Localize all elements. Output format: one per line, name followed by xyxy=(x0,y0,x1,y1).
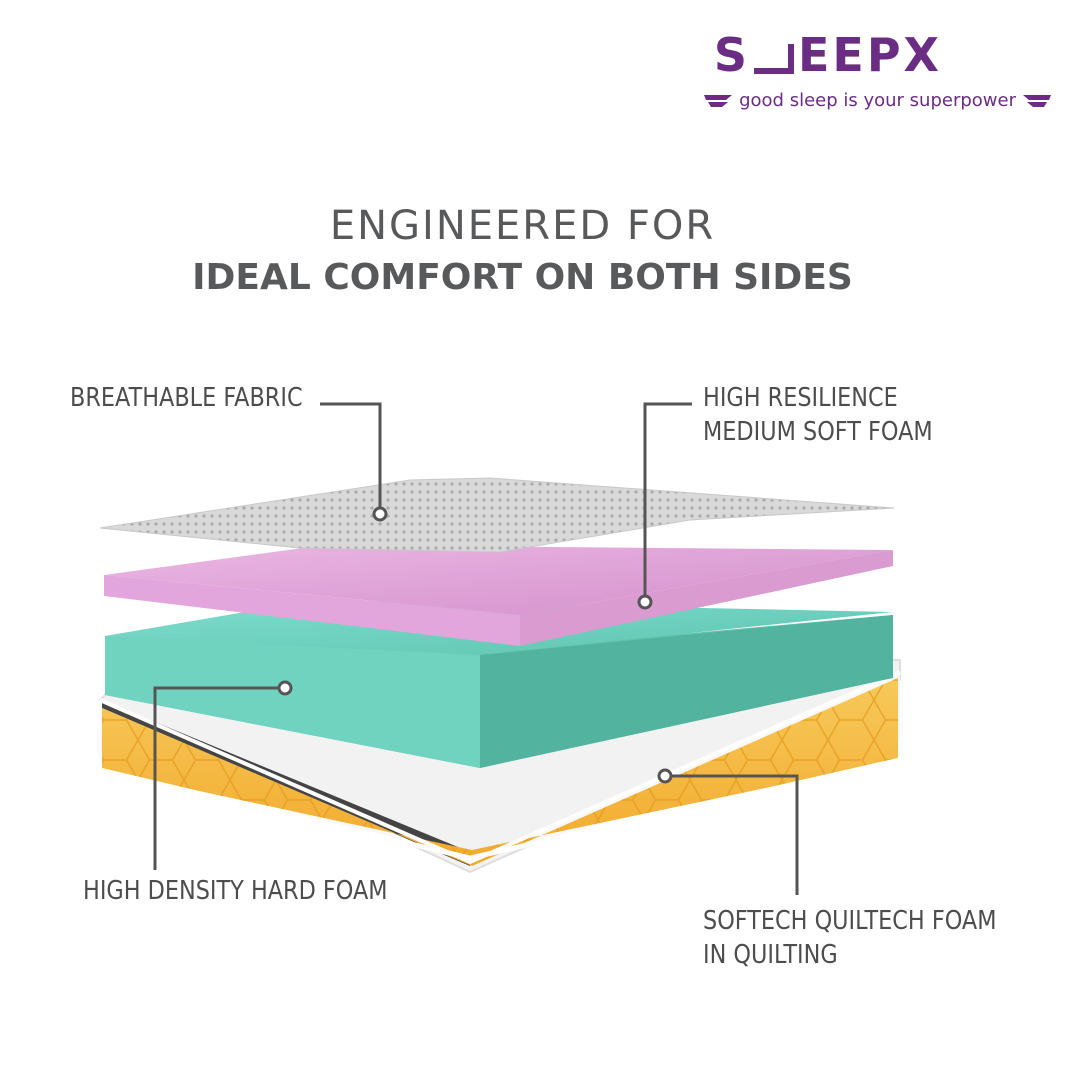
label-breathable-fabric-text: BREATHABLE FABRIC xyxy=(70,383,303,413)
label-high-resilience-foam: HIGH RESILIENCE MEDIUM SOFT FOAM xyxy=(703,381,933,449)
callout-quilt-line xyxy=(665,774,799,895)
label-quilting-line-2: IN QUILTING xyxy=(703,940,838,970)
brand-logo: S EEPX xyxy=(714,32,942,78)
headline-line-1: ENGINEERED FOR xyxy=(329,203,716,249)
callout-fabric-line xyxy=(320,402,382,514)
logo-text-left: S xyxy=(713,28,750,82)
brand-block: S EEPX good sleep is your superpower xyxy=(692,32,1052,122)
label-high-density-text: HIGH DENSITY HARD FOAM xyxy=(83,876,388,906)
bed-logo-icon xyxy=(753,44,794,74)
high-resilience-foam-layer xyxy=(104,545,893,646)
headline: ENGINEERED FOR IDEAL COMFORT ON BOTH SID… xyxy=(0,200,1045,304)
callout-hd-line xyxy=(153,686,285,870)
wing-left-icon xyxy=(704,94,733,107)
logo-text-right: EEPX xyxy=(797,28,942,82)
callout-lines xyxy=(153,402,799,895)
callout-hd-dot xyxy=(277,680,293,696)
wing-right-icon xyxy=(1023,94,1051,107)
callout-dots xyxy=(277,506,673,784)
callout-fabric-dot xyxy=(372,506,388,522)
brand-tagline-row: good sleep is your superpower xyxy=(703,90,1052,111)
label-quilting-line-1: SOFTECH QUILTECH FOAM xyxy=(703,906,997,936)
callout-hr-line xyxy=(643,402,692,601)
label-high-resilience-line-2: MEDIUM SOFT FOAM xyxy=(703,417,933,447)
label-high-density-foam: HIGH DENSITY HARD FOAM xyxy=(83,874,388,908)
callout-hr-dot xyxy=(637,594,653,610)
callout-quilt-dot xyxy=(657,768,673,784)
breathable-fabric-layer xyxy=(99,477,895,553)
high-density-foam-layer xyxy=(105,600,893,768)
label-breathable-fabric: BREATHABLE FABRIC xyxy=(70,381,303,415)
headline-line-2: IDEAL COMFORT ON BOTH SIDES xyxy=(192,257,853,298)
brand-tagline: good sleep is your superpower xyxy=(739,90,1016,111)
label-high-resilience-line-1: HIGH RESILIENCE xyxy=(703,383,898,413)
label-quilting-foam: SOFTECH QUILTECH FOAM IN QUILTING xyxy=(703,904,997,972)
